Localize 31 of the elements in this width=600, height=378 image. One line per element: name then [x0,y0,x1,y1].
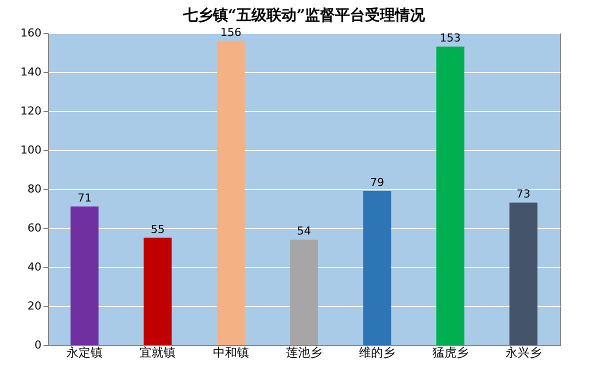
bar [436,46,464,345]
bar [509,202,538,345]
y-tick-label: 20 [28,300,42,312]
y-tick-label: 100 [20,144,42,156]
y-tick-label: 80 [28,182,42,196]
data-label: 55 [150,222,165,236]
y-tick-label: 60 [28,222,42,234]
y-tick-label: 120 [20,104,42,118]
y-tick-label: 40 [28,260,42,274]
data-label: 156 [220,26,242,39]
data-label: 153 [440,32,461,45]
y-tick-label: 160 [20,26,42,40]
data-label: 73 [516,188,530,201]
bar [70,206,99,345]
x-tick-label: 猛虎乡 [432,346,468,360]
chart-title: 七乡镇“五级联动”监督平台受理情况 [182,6,426,24]
x-tick-label: 莲池乡 [286,346,322,360]
data-label: 54 [297,224,311,238]
bar [363,190,392,345]
bar [290,240,318,345]
x-tick-label: 中和镇 [212,346,249,360]
x-tick-label: 永兴乡 [505,346,542,360]
data-label: 79 [370,176,384,189]
x-tick-label: 永定镇 [66,346,103,360]
y-tick-label: 0 [34,338,42,352]
data-label: 71 [78,192,92,205]
x-tick-label: 宜就镇 [140,346,176,360]
bar [144,238,172,345]
x-tick-label: 维的乡 [359,346,396,360]
bar [216,40,245,345]
y-tick-label: 140 [20,66,42,78]
